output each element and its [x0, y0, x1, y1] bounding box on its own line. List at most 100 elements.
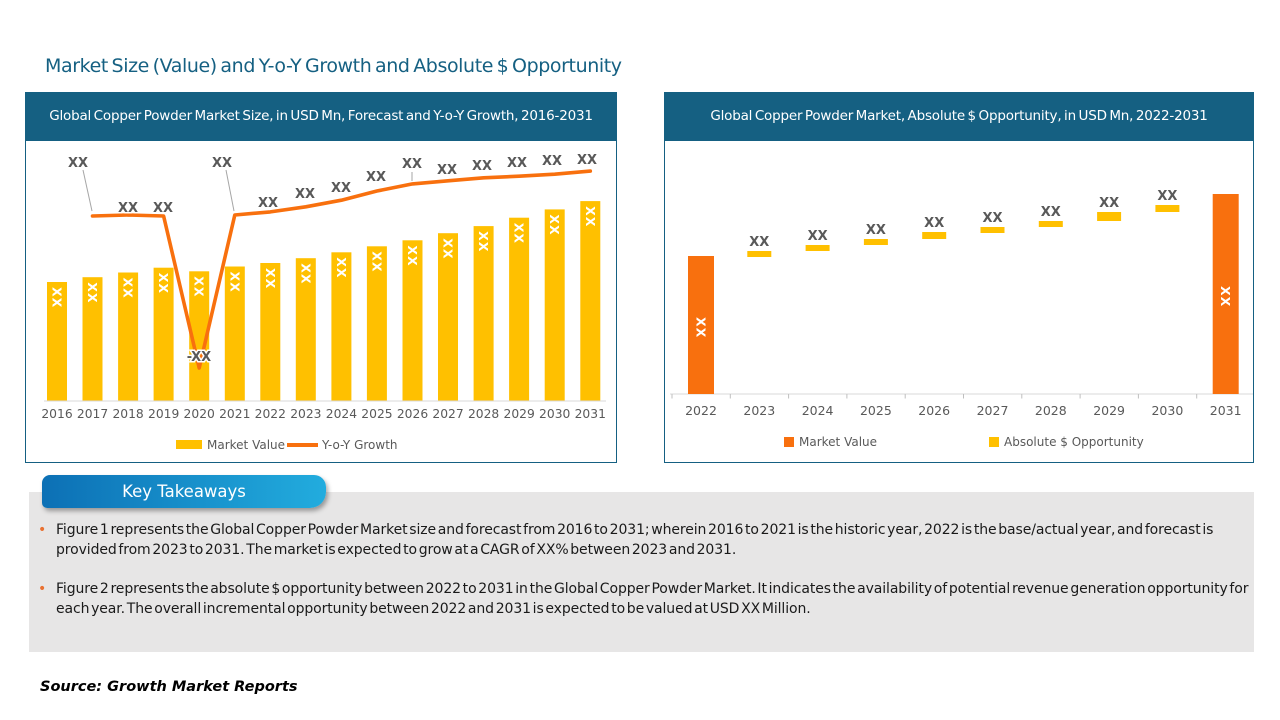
bar-label-2029: XX — [1099, 196, 1119, 211]
source-note: Source: Growth Market Reports — [40, 679, 298, 695]
line-label-2018: XX — [118, 201, 138, 216]
bar-2030 — [544, 209, 565, 401]
line-label-2031: XX — [577, 153, 597, 168]
x-tick-2022: 2022 — [685, 403, 717, 418]
line-label-2027: XX — [437, 163, 457, 178]
total-bar-2031 — [1212, 194, 1239, 394]
x-tick-2027: 2027 — [977, 403, 1009, 418]
x-tick-2030: 2030 — [1151, 403, 1183, 418]
x-tick-2016: 2016 — [41, 407, 72, 421]
bar-label-2030: XX — [1157, 189, 1177, 204]
takeaway-text: Figure 1 represents the Global Copper Po… — [56, 522, 1214, 558]
x-tick-2026: 2026 — [397, 407, 428, 421]
bar-2025 — [366, 246, 387, 401]
legend-swatch-absolute-opportunity — [989, 437, 999, 447]
x-tick-2019: 2019 — [148, 407, 179, 421]
bar-label-2018: XX — [121, 277, 136, 298]
total-bar-2022 — [688, 256, 714, 394]
x-tick-2023: 2023 — [743, 403, 775, 418]
x-tick-2020: 2020 — [184, 407, 215, 421]
legend-swatch-market-value — [784, 437, 794, 447]
bar-2016 — [47, 282, 67, 401]
bar-2028 — [473, 226, 494, 401]
key-takeaways-button: Key Takeaways — [42, 475, 326, 508]
x-tick-2029: 2029 — [504, 407, 535, 421]
bar-label-2024: XX — [334, 257, 349, 278]
bar-2031 — [580, 201, 601, 401]
bar-label-2027: XX — [441, 238, 456, 259]
bar-2021 — [224, 266, 245, 401]
legend-label-market-value: Market Value — [799, 435, 877, 449]
increment-bar-2023 — [747, 251, 772, 257]
x-tick-2022: 2022 — [255, 407, 286, 421]
bar-label-2023: XX — [298, 263, 313, 284]
bullet-marker: • — [38, 522, 47, 538]
line-label-2017: XX — [68, 156, 88, 171]
x-tick-2026: 2026 — [918, 403, 950, 418]
bar-label-2017: XX — [85, 282, 100, 303]
increment-bar-2027 — [980, 227, 1005, 233]
line-label-2023: XX — [295, 187, 315, 202]
bullet-marker: • — [38, 581, 47, 597]
bar-label-2029: XX — [512, 223, 527, 244]
bar-2017 — [82, 277, 103, 401]
x-tick-2030: 2030 — [539, 407, 570, 421]
line-label-2024: XX — [331, 181, 351, 196]
increment-bar-2024 — [805, 245, 830, 251]
x-tick-2025: 2025 — [860, 403, 892, 418]
x-tick-2017: 2017 — [77, 407, 108, 421]
bar-label-2021: XX — [227, 272, 242, 293]
bar-label-2031: XX — [1218, 286, 1233, 307]
bar-2018 — [118, 272, 139, 401]
key-takeaways-list: • Figure 1 represents the Global Copper … — [38, 521, 1256, 639]
bar-label-2019: XX — [156, 273, 171, 294]
legend-label-yoy-growth: Y-o-Y Growth — [321, 438, 398, 452]
bar-label-2025: XX — [866, 223, 886, 238]
x-tick-2021: 2021 — [219, 407, 250, 421]
x-tick-2027: 2027 — [432, 407, 463, 421]
takeaway-text: Figure 2 represents the absolute $ oppor… — [56, 581, 1249, 617]
x-tick-2029: 2029 — [1093, 403, 1125, 418]
page-title: Market Size (Value) and Y-o-Y Growth and… — [45, 55, 622, 77]
line-label-2020: -XX — [187, 350, 211, 365]
increment-bar-2025 — [863, 239, 888, 245]
x-tick-2031: 2031 — [1210, 403, 1242, 418]
line-label-2025: XX — [366, 170, 386, 185]
x-tick-2028: 2028 — [1035, 403, 1067, 418]
x-tick-2024: 2024 — [802, 403, 834, 418]
line-label-2030: XX — [542, 154, 562, 169]
legend-label-market-value: Market Value — [207, 438, 285, 452]
bar-label-2022: XX — [694, 317, 709, 338]
chart1-header: Global Copper Powder Market Size, in USD… — [26, 93, 616, 141]
takeaway-item: • Figure 1 represents the Global Copper … — [38, 521, 1256, 560]
bar-label-2028: XX — [476, 231, 491, 252]
x-tick-2031: 2031 — [575, 407, 606, 421]
line-label-2029: XX — [507, 156, 527, 171]
bar-label-2026: XX — [924, 216, 944, 231]
chart2-title: Global Copper Powder Market, Absolute $ … — [710, 108, 1208, 125]
label-leader-line — [82, 169, 93, 212]
market-size-chart-panel: Global Copper Powder Market Size, in USD… — [25, 92, 617, 463]
chart2-plot: XX 2022 XX 2023 XX 2024 XX 2025 XX 2026 XX 2027 XX 20… — [670, 188, 1253, 449]
line-label-2021: XX — [212, 156, 232, 171]
bar-2027 — [438, 233, 458, 401]
bar-label-2026: XX — [405, 245, 420, 266]
legend-swatch-yoy-growth — [287, 443, 318, 447]
bar-2029 — [509, 217, 530, 401]
increment-bar-2030 — [1155, 205, 1180, 212]
bar-label-2024: XX — [808, 229, 828, 244]
legend-swatch-market-value — [176, 440, 202, 449]
legend-label-absolute-opportunity: Absolute $ Opportunity — [1004, 435, 1144, 449]
line-label-2019: XX — [153, 201, 173, 216]
x-tick-2025: 2025 — [361, 407, 392, 421]
line-label-2026: XX — [402, 157, 422, 172]
bar-label-2028: XX — [1041, 205, 1061, 220]
x-tick-2028: 2028 — [468, 407, 499, 421]
bar-2026 — [402, 240, 423, 401]
increment-bar-2028 — [1038, 221, 1063, 227]
bar-label-2027: XX — [982, 211, 1002, 226]
key-takeaways-band — [29, 492, 1254, 652]
bar-label-2025: XX — [369, 251, 384, 272]
line-label-2028: XX — [472, 159, 492, 174]
chart1-title: Global Copper Powder Market Size, in USD… — [49, 108, 593, 125]
